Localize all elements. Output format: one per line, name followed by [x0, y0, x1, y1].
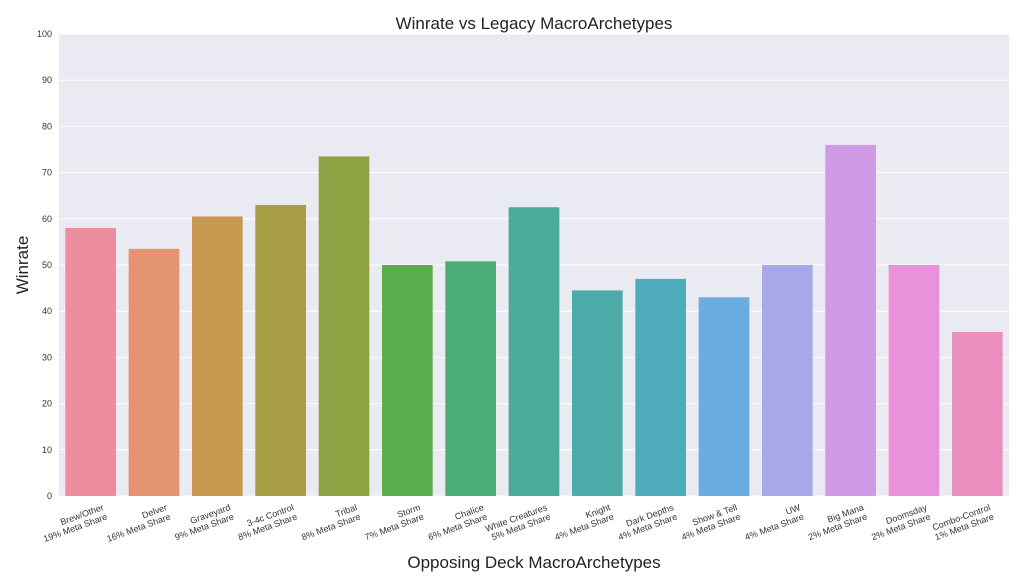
y-tick-label: 90: [42, 75, 52, 85]
y-tick-label: 60: [42, 214, 52, 224]
meta-share-label: 16% Meta Share: [105, 512, 171, 544]
y-tick-label: 50: [42, 260, 52, 270]
meta-share-label: 7% Meta Share: [363, 512, 425, 543]
bar: [382, 265, 433, 496]
y-tick-label: 80: [42, 121, 52, 131]
bar: [445, 261, 496, 496]
bar: [888, 265, 940, 496]
x-tick-label: UW4% Meta Share: [743, 502, 805, 543]
bar: [65, 228, 116, 497]
bar: [255, 204, 306, 496]
y-tick-label: 20: [42, 399, 52, 409]
meta-share-label: 8% Meta Share: [300, 512, 362, 543]
meta-share-label: 4% Meta Share: [553, 512, 615, 543]
meta-share-label: 4% Meta Share: [743, 512, 805, 543]
y-tick-label: 100: [37, 29, 52, 39]
y-tick-labels: 0 10 20 30 40 50 60 70 80 90 100: [37, 29, 52, 501]
bar: [192, 216, 243, 497]
category-name: UW: [784, 502, 802, 517]
y-tick-label: 40: [42, 306, 52, 316]
bars: [65, 144, 1003, 497]
x-axis-label: Opposing Deck MacroArchetypes: [407, 553, 660, 572]
bar: [128, 248, 180, 496]
bar: [762, 265, 813, 496]
bar: [952, 331, 1003, 496]
bar: [698, 297, 750, 496]
bar: [825, 144, 876, 496]
bar: [318, 156, 370, 496]
bar: [508, 207, 560, 496]
y-tick-label: 10: [42, 445, 52, 455]
chart-title: Winrate vs Legacy MacroArchetypes: [396, 14, 673, 33]
y-tick-label: 30: [42, 352, 52, 362]
bar: [572, 290, 623, 496]
y-axis-label: Winrate: [13, 236, 32, 295]
y-tick-label: 70: [42, 168, 52, 178]
y-tick-label: 0: [47, 491, 52, 501]
bar: [635, 278, 686, 496]
